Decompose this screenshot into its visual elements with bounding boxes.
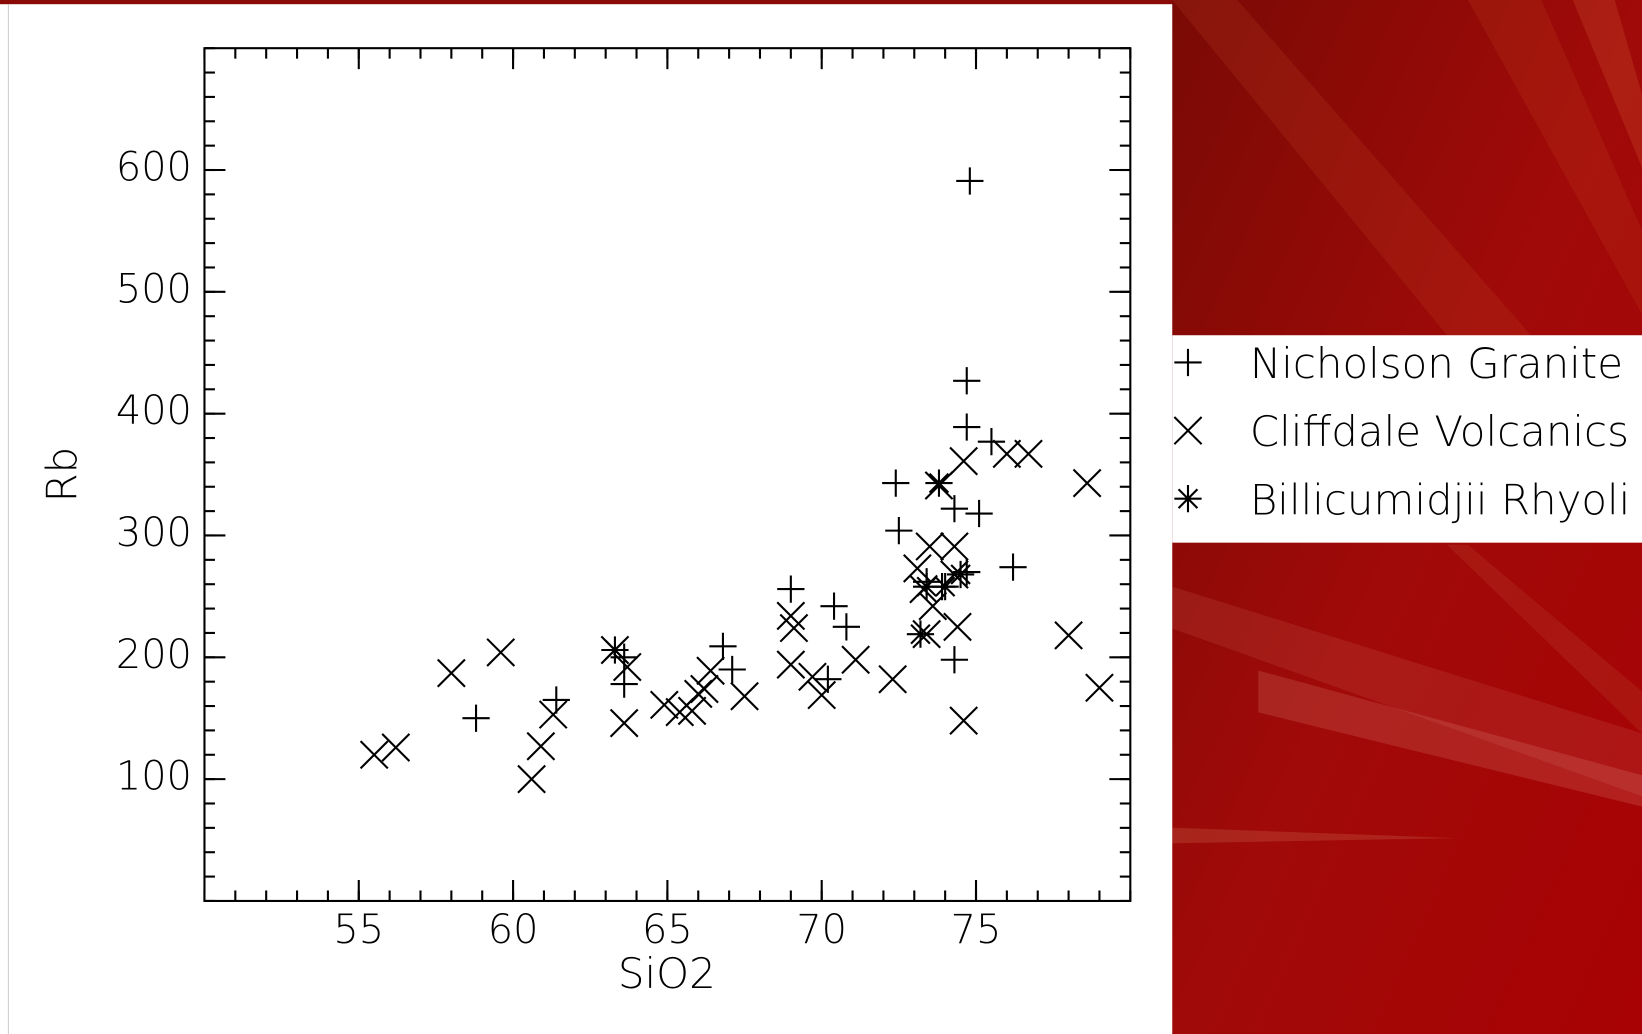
data-point bbox=[832, 613, 861, 641]
y-tick-label: 500 bbox=[116, 266, 192, 312]
data-point bbox=[992, 439, 1022, 469]
data-point bbox=[777, 575, 805, 603]
data-point bbox=[999, 553, 1027, 581]
legend-label: Nicholson Granite bbox=[1250, 339, 1623, 388]
data-point bbox=[677, 696, 707, 726]
data-point bbox=[953, 413, 981, 441]
data-point bbox=[940, 495, 969, 523]
data-point bbox=[807, 680, 837, 710]
legend-box bbox=[1172, 335, 1642, 543]
y-tick-label: 400 bbox=[116, 388, 192, 434]
data-point bbox=[718, 655, 746, 684]
data-point bbox=[841, 645, 871, 675]
data-point bbox=[462, 704, 490, 732]
data-point bbox=[885, 516, 913, 545]
data-point bbox=[526, 731, 556, 761]
x-tick-label: 70 bbox=[796, 907, 847, 953]
x-tick-label: 60 bbox=[488, 907, 539, 953]
data-point bbox=[882, 469, 910, 497]
data-point bbox=[906, 620, 935, 648]
top-strip bbox=[0, 0, 1642, 5]
data-point bbox=[779, 613, 809, 643]
data-point bbox=[956, 167, 984, 195]
data-point bbox=[612, 652, 642, 682]
data-point bbox=[776, 650, 806, 679]
data-point bbox=[538, 700, 568, 729]
data-point bbox=[601, 636, 629, 664]
x-tick-label: 65 bbox=[642, 907, 693, 953]
legend-label: Billicumidjii Rhyoli bbox=[1250, 475, 1630, 524]
data-point bbox=[953, 367, 981, 395]
data-point bbox=[949, 446, 979, 476]
data-point bbox=[1014, 439, 1043, 469]
data-point bbox=[610, 670, 638, 698]
data-point bbox=[1072, 468, 1102, 498]
data-point bbox=[820, 592, 848, 620]
data-point bbox=[918, 591, 948, 621]
data-point bbox=[943, 612, 972, 642]
data-point bbox=[977, 428, 1006, 456]
legend-label: Cliffdale Volcanics bbox=[1250, 407, 1629, 456]
data-point bbox=[542, 686, 570, 714]
data-point bbox=[381, 733, 411, 762]
x-axis-label: SiO2 bbox=[618, 949, 716, 998]
legend-marker bbox=[1173, 416, 1203, 445]
data-point bbox=[730, 681, 759, 711]
data-point bbox=[359, 740, 389, 770]
data-point bbox=[609, 708, 639, 738]
data-point bbox=[1054, 621, 1083, 650]
data-point bbox=[649, 690, 679, 720]
data-point bbox=[798, 662, 827, 692]
data-point bbox=[940, 646, 969, 674]
legend-marker bbox=[1174, 485, 1202, 513]
data-point bbox=[949, 706, 979, 736]
y-tick-label: 100 bbox=[116, 754, 192, 800]
data-point bbox=[931, 573, 959, 601]
data-point bbox=[1085, 673, 1114, 703]
data-point bbox=[690, 674, 719, 704]
x-tick-label: 55 bbox=[333, 907, 384, 953]
data-point bbox=[946, 560, 975, 589]
data-point bbox=[436, 658, 466, 688]
data-point bbox=[912, 573, 941, 601]
data-point bbox=[925, 469, 953, 497]
y-tick-label: 600 bbox=[116, 145, 192, 191]
y-tick-label: 200 bbox=[116, 632, 192, 678]
data-point bbox=[878, 664, 908, 694]
legend-marker bbox=[1174, 348, 1202, 377]
data-point bbox=[709, 632, 737, 660]
data-point bbox=[965, 499, 993, 528]
y-axis-label: Rb bbox=[37, 447, 86, 503]
data-point bbox=[915, 532, 945, 561]
data-point bbox=[517, 764, 546, 794]
x-tick-label: 75 bbox=[951, 907, 1002, 953]
data-point bbox=[486, 638, 516, 667]
plot-frame bbox=[203, 47, 1132, 902]
data-point bbox=[696, 656, 725, 686]
data-point bbox=[940, 532, 969, 561]
y-tick-label: 300 bbox=[116, 510, 192, 556]
data-point bbox=[776, 601, 806, 631]
